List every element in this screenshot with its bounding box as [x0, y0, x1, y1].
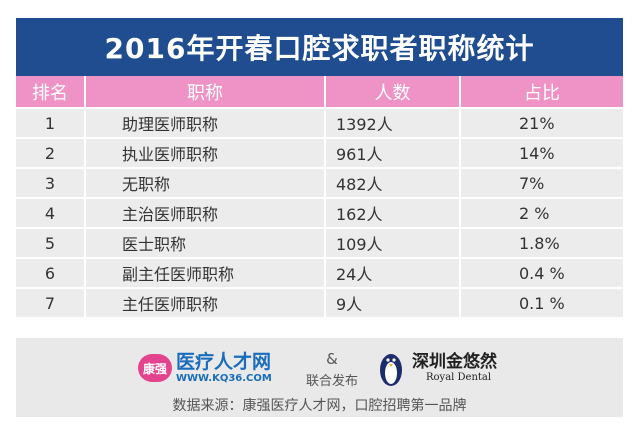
cell-rank: 3: [16, 169, 86, 197]
royal-dental-en-name: Royal Dental: [426, 371, 492, 383]
page-title: 2016年开春口腔求职者职称统计: [16, 18, 623, 76]
penguin-icon: [380, 354, 402, 386]
table-row: 6 副主任医师职称 24人 0.4 %: [16, 259, 623, 287]
header-rank: 排名: [16, 76, 86, 107]
cell-rank: 5: [16, 229, 86, 257]
royal-dental-logo: 深圳金悠然 Royal Dental: [376, 346, 497, 390]
cell-title: 主治医师职称: [86, 199, 326, 227]
joint-release-label: 联合发布: [305, 374, 358, 389]
cell-share: 2 %: [461, 199, 623, 227]
cell-count: 1392人: [326, 109, 461, 137]
table-row: 2 执业医师职称 961人 14%: [16, 139, 623, 167]
header-count: 人数: [326, 76, 461, 107]
cell-share: 0.1 %: [461, 289, 623, 317]
header-share: 占比: [461, 76, 623, 107]
table-header-row: 排名 职称 人数 占比: [16, 76, 623, 107]
royal-dental-cn-name: 深圳金悠然: [412, 352, 497, 373]
table-row: 5 医士职称 109人 1.8%: [16, 229, 623, 257]
cell-share: 14%: [461, 139, 623, 167]
footer-banner: 康强 医疗人才网 WWW.KQ36.COM & 联合发布 深圳金悠然 Royal…: [16, 338, 623, 417]
cell-rank: 1: [16, 109, 86, 137]
heart-badge-icon: 康强: [138, 354, 172, 382]
cell-title: 主任医师职称: [86, 289, 326, 317]
cell-count: 482人: [326, 169, 461, 197]
stats-table: 排名 职称 人数 占比 1 助理医师职称 1392人 21% 2 执业医师职称 961人 14…: [16, 76, 623, 317]
table-row: 1 助理医师职称 1392人 21%: [16, 109, 623, 137]
cell-title: 助理医师职称: [86, 109, 326, 137]
cell-title: 执业医师职称: [86, 139, 326, 167]
cell-share: 0.4 %: [461, 259, 623, 287]
cell-share: 1.8%: [461, 229, 623, 257]
cell-title: 无职称: [86, 169, 326, 197]
cell-rank: 2: [16, 139, 86, 167]
cell-rank: 4: [16, 199, 86, 227]
kq36-logo-url: WWW.KQ36.COM: [176, 372, 272, 384]
table-row: 4 主治医师职称 162人 2 %: [16, 199, 623, 227]
cell-count: 961人: [326, 139, 461, 167]
cell-share: 21%: [461, 109, 623, 137]
ampersand: &: [326, 350, 338, 368]
table-body: 1 助理医师职称 1392人 21% 2 执业医师职称 961人 14% 3 无职称 482人 7% 4…: [16, 109, 623, 317]
cell-title: 医士职称: [86, 229, 326, 257]
header-title: 职称: [86, 76, 326, 107]
kq36-logo: 康强 医疗人才网 WWW.KQ36.COM: [138, 350, 272, 386]
data-source-note: 数据来源：康强医疗人才网，口腔招聘第一品牌: [172, 398, 467, 414]
cell-share: 7%: [461, 169, 623, 197]
cell-title: 副主任医师职称: [86, 259, 326, 287]
kq36-logo-name: 医疗人才网: [176, 350, 272, 373]
cell-count: 162人: [326, 199, 461, 227]
cell-rank: 7: [16, 289, 86, 317]
cell-count: 109人: [326, 229, 461, 257]
cell-count: 24人: [326, 259, 461, 287]
cell-count: 9人: [326, 289, 461, 317]
table-row: 3 无职称 482人 7%: [16, 169, 623, 197]
table-row: 7 主任医师职称 9人 0.1 %: [16, 289, 623, 317]
cell-rank: 6: [16, 259, 86, 287]
